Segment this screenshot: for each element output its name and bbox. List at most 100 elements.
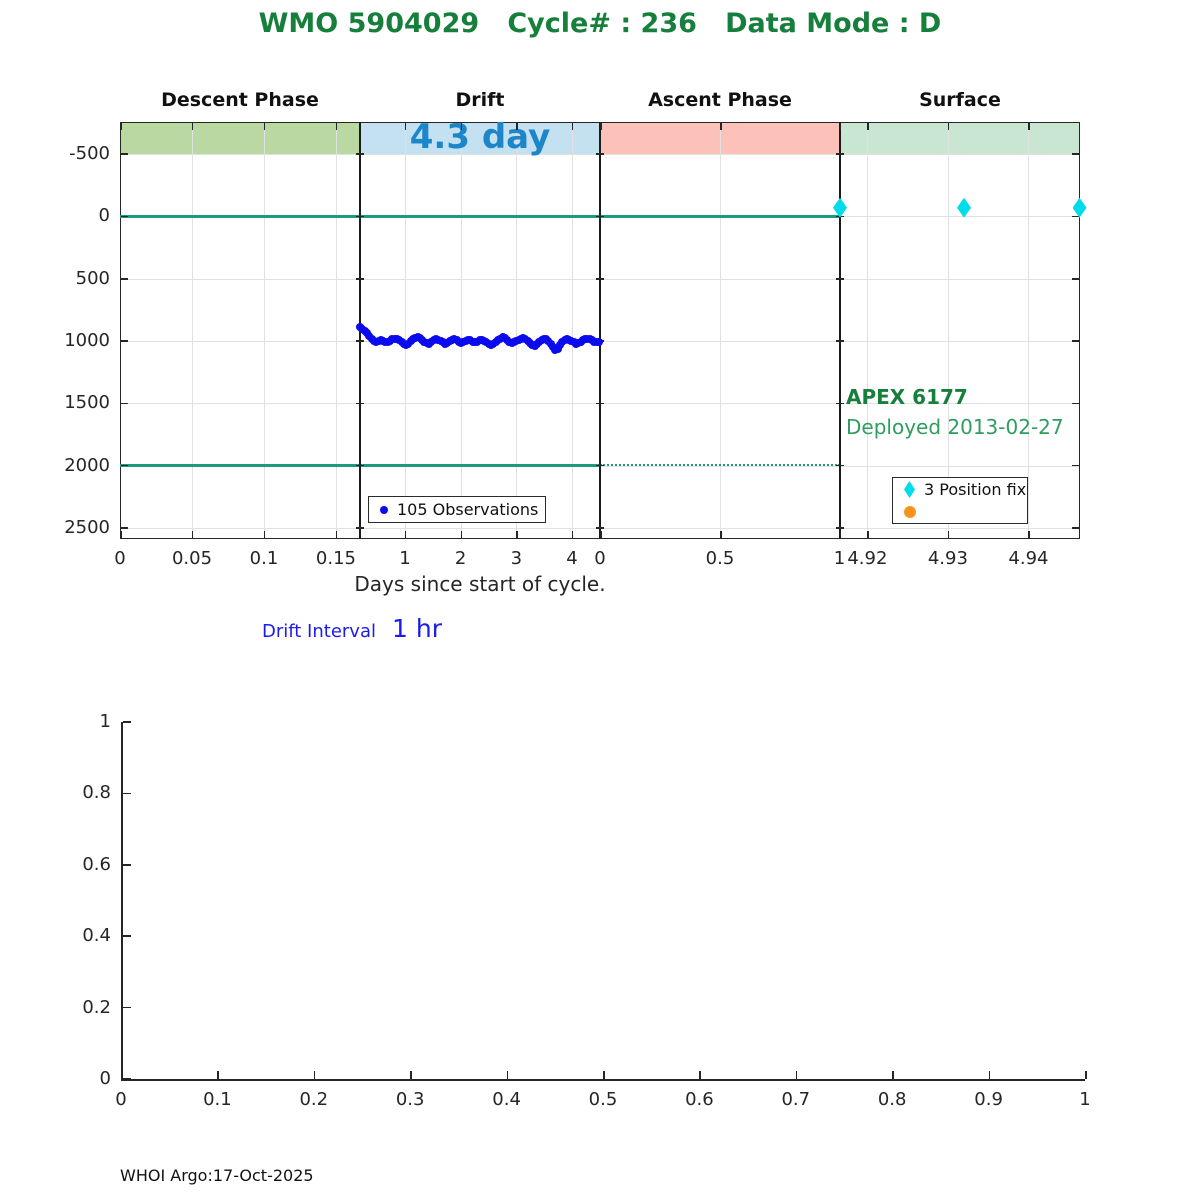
bottom-plot-y-spine <box>121 722 123 1079</box>
grid-line-v <box>335 122 337 539</box>
y-tick-label: 0.2 <box>82 996 111 1018</box>
x-axis-label: Days since start of cycle. <box>354 572 606 596</box>
x-tick-label: 0.7 <box>781 1089 811 1110</box>
x-tick-mark <box>404 123 407 130</box>
x-tick-mark <box>795 1071 798 1079</box>
x-tick-mark <box>120 123 122 130</box>
x-tick-label: 4.93 <box>927 548 968 569</box>
observation-marker-icon <box>380 505 388 514</box>
y-tick-mark <box>836 464 844 467</box>
position-fix-marker-icon <box>904 481 915 498</box>
grid-line-v <box>263 122 265 539</box>
x-tick-mark <box>867 531 869 538</box>
phase-boundary-line <box>839 122 841 539</box>
phase-label-descent: Descent Phase <box>161 89 319 111</box>
x-tick-label: 0.2 <box>299 1089 329 1110</box>
deployed-date-text: Deployed 2013-02-27 <box>846 415 1064 439</box>
x-tick-label: 0.9 <box>974 1089 1003 1110</box>
y-tick-mark <box>596 527 604 529</box>
x-tick-label: 0.3 <box>395 1089 425 1110</box>
y-tick-mark <box>836 340 844 342</box>
x-tick-mark <box>460 123 463 130</box>
grid-line-v <box>191 122 193 539</box>
x-tick-mark <box>410 1071 412 1079</box>
y-tick-mark <box>596 402 604 405</box>
x-tick-mark <box>699 1071 701 1079</box>
grid-line-v <box>460 122 462 539</box>
y-tick-mark <box>356 153 364 155</box>
y-tick-mark <box>121 402 128 405</box>
y-tick-mark <box>596 278 604 280</box>
y-tick-mark <box>836 527 844 529</box>
x-tick-mark <box>506 1071 509 1079</box>
y-tick-mark <box>121 215 128 218</box>
x-tick-label: 0.1 <box>203 1089 232 1110</box>
y-tick-mark <box>836 278 844 280</box>
y-tick-mark <box>356 527 364 529</box>
x-tick-mark <box>839 123 842 130</box>
y-tick-label: 2000 <box>64 454 110 476</box>
observations-legend-label: 105 Observations <box>397 500 539 519</box>
y-tick-mark <box>356 278 364 280</box>
y-tick-mark <box>121 464 128 467</box>
y-tick-mark <box>596 464 604 467</box>
x-tick-mark <box>313 1071 316 1079</box>
y-tick-label: 500 <box>75 267 110 289</box>
x-tick-mark <box>335 531 338 538</box>
phase-band-1 <box>360 122 600 155</box>
y-tick-label: 0.8 <box>82 782 111 804</box>
phase-boundary-line <box>599 122 601 539</box>
y-tick-mark <box>836 153 844 155</box>
grid-line-v <box>1028 122 1030 539</box>
y-tick-mark <box>122 721 131 723</box>
x-tick-mark <box>1028 123 1030 130</box>
y-tick-mark <box>122 792 131 795</box>
x-tick-mark <box>460 531 463 538</box>
x-tick-mark <box>335 123 338 130</box>
position-fix-legend-label: 3 Position fix <box>924 480 1027 499</box>
x-tick-mark <box>120 531 122 538</box>
grid-line-v <box>571 122 573 539</box>
x-tick-label: 0.5 <box>588 1089 618 1110</box>
x-tick-mark <box>191 123 194 130</box>
position-fix-point <box>833 197 847 218</box>
x-tick-label: 0.5 <box>705 548 735 569</box>
y-tick-mark <box>1072 153 1079 155</box>
y-tick-label: 2500 <box>64 517 110 539</box>
x-tick-label: 4.94 <box>1008 548 1049 569</box>
y-tick-mark <box>356 402 364 405</box>
phase-band-0 <box>120 122 360 155</box>
y-tick-mark <box>1072 215 1079 218</box>
x-tick-mark <box>263 123 266 130</box>
x-tick-mark <box>516 123 518 130</box>
phase-label-ascent: Ascent Phase <box>648 89 792 111</box>
y-tick-label: 1 <box>99 711 111 732</box>
y-tick-mark <box>596 215 604 218</box>
y-tick-label: -500 <box>69 143 110 165</box>
figure-title: WMO 5904029 Cycle# : 236 Data Mode : D <box>258 8 942 39</box>
y-tick-mark <box>122 1078 131 1080</box>
y-tick-mark <box>356 215 364 218</box>
x-tick-label: 2 <box>454 548 467 569</box>
y-tick-mark <box>1072 278 1079 280</box>
x-tick-label: 0.6 <box>685 1089 714 1110</box>
x-tick-mark <box>988 1071 991 1079</box>
x-tick-mark <box>571 123 574 130</box>
x-tick-mark <box>839 531 842 538</box>
x-tick-label: 0.1 <box>249 548 279 569</box>
depth-line-2000 <box>600 464 840 467</box>
x-tick-mark <box>1085 1071 1087 1079</box>
x-tick-mark <box>720 531 722 538</box>
x-tick-label: 0.4 <box>492 1089 521 1110</box>
x-tick-mark <box>947 123 950 130</box>
y-tick-mark <box>121 340 128 342</box>
grid-line-v <box>947 122 949 539</box>
y-tick-mark <box>836 402 844 405</box>
x-tick-label: 4 <box>566 548 578 569</box>
grid-line-v <box>720 122 721 539</box>
y-tick-mark <box>356 340 364 342</box>
footer-text: WHOI Argo:17-Oct-2025 <box>120 1166 314 1185</box>
y-tick-label: 0.4 <box>82 925 111 947</box>
x-tick-label: 3 <box>510 548 523 569</box>
